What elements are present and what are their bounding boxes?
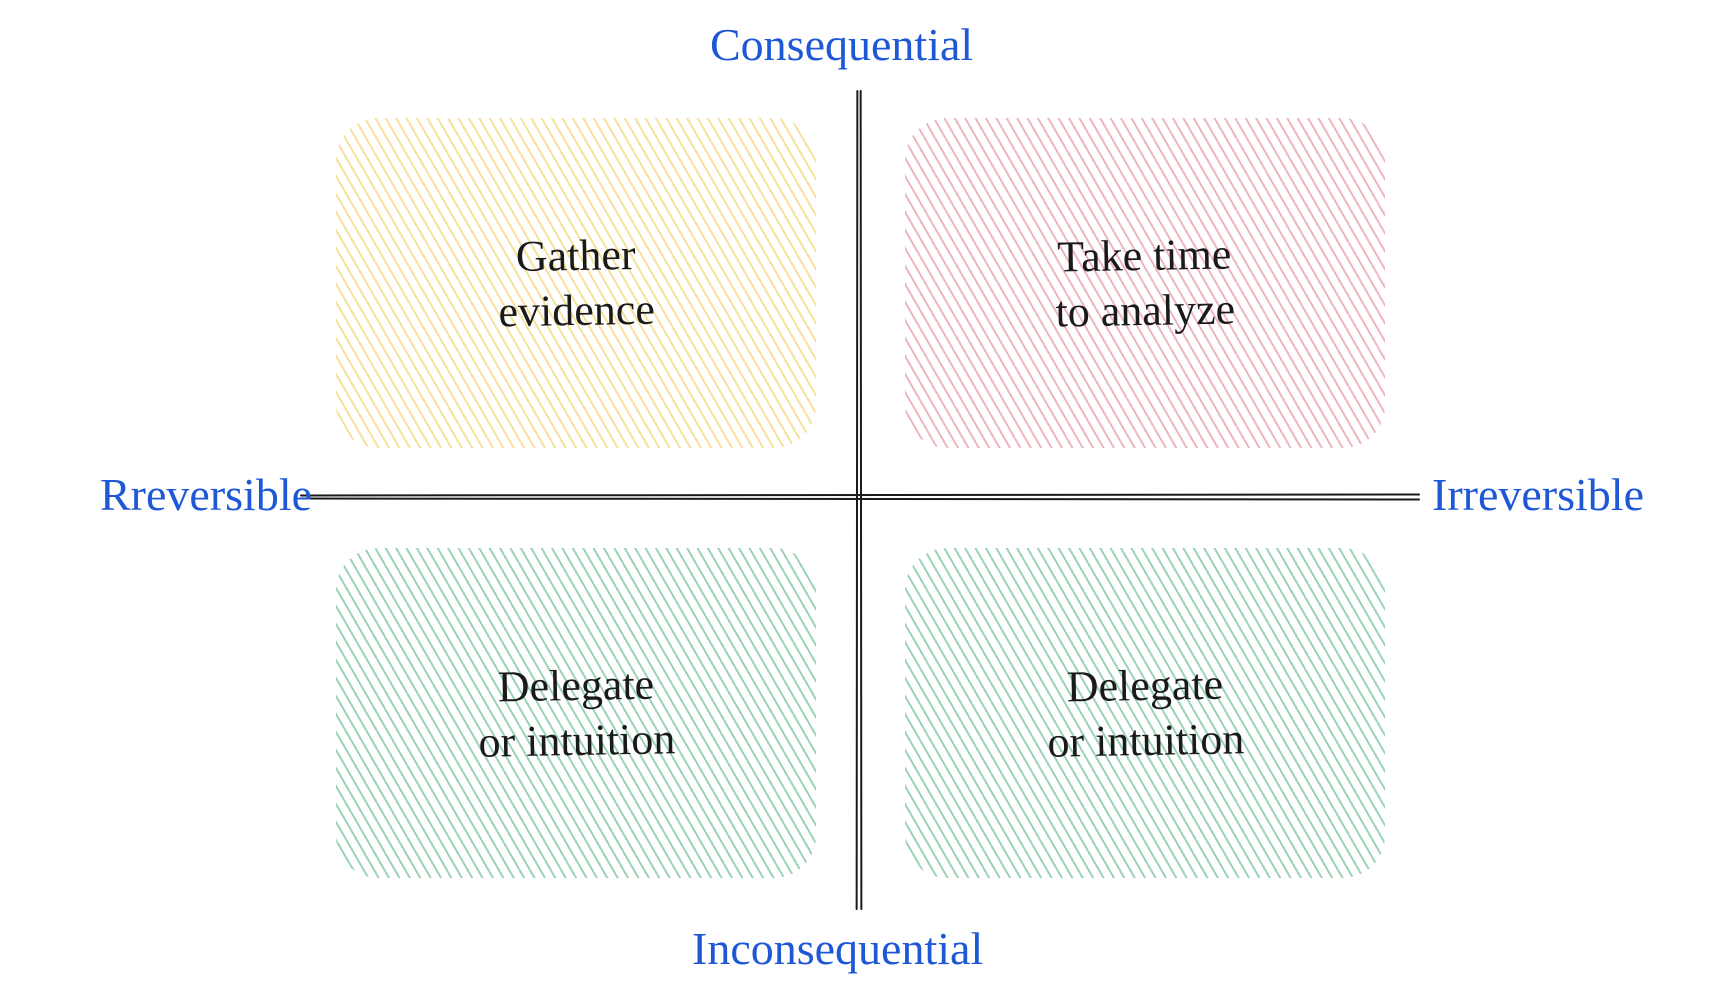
quadrant-top-left: Gather evidence bbox=[336, 118, 816, 448]
quadrant-label: Take time to analyze bbox=[1036, 226, 1253, 340]
quadrant-bottom-right: Delegate or intuition bbox=[905, 548, 1385, 878]
axis-label-left: Rreversible bbox=[100, 468, 312, 521]
axis-label-bottom: Inconsequential bbox=[692, 922, 983, 975]
quadrant-bottom-left: Delegate or intuition bbox=[336, 548, 816, 878]
quadrant-label: Delegate or intuition bbox=[459, 656, 694, 770]
axis-label-top: Consequential bbox=[710, 18, 973, 71]
diagram-canvas: Consequential Inconsequential Rreversibl… bbox=[0, 0, 1725, 996]
quadrant-label: Delegate or intuition bbox=[1028, 656, 1263, 770]
axis-label-right: Irreversible bbox=[1432, 468, 1644, 521]
axis-horizontal bbox=[300, 494, 1420, 500]
quadrant-label: Gather evidence bbox=[479, 226, 673, 339]
quadrant-top-right: Take time to analyze bbox=[905, 118, 1385, 448]
